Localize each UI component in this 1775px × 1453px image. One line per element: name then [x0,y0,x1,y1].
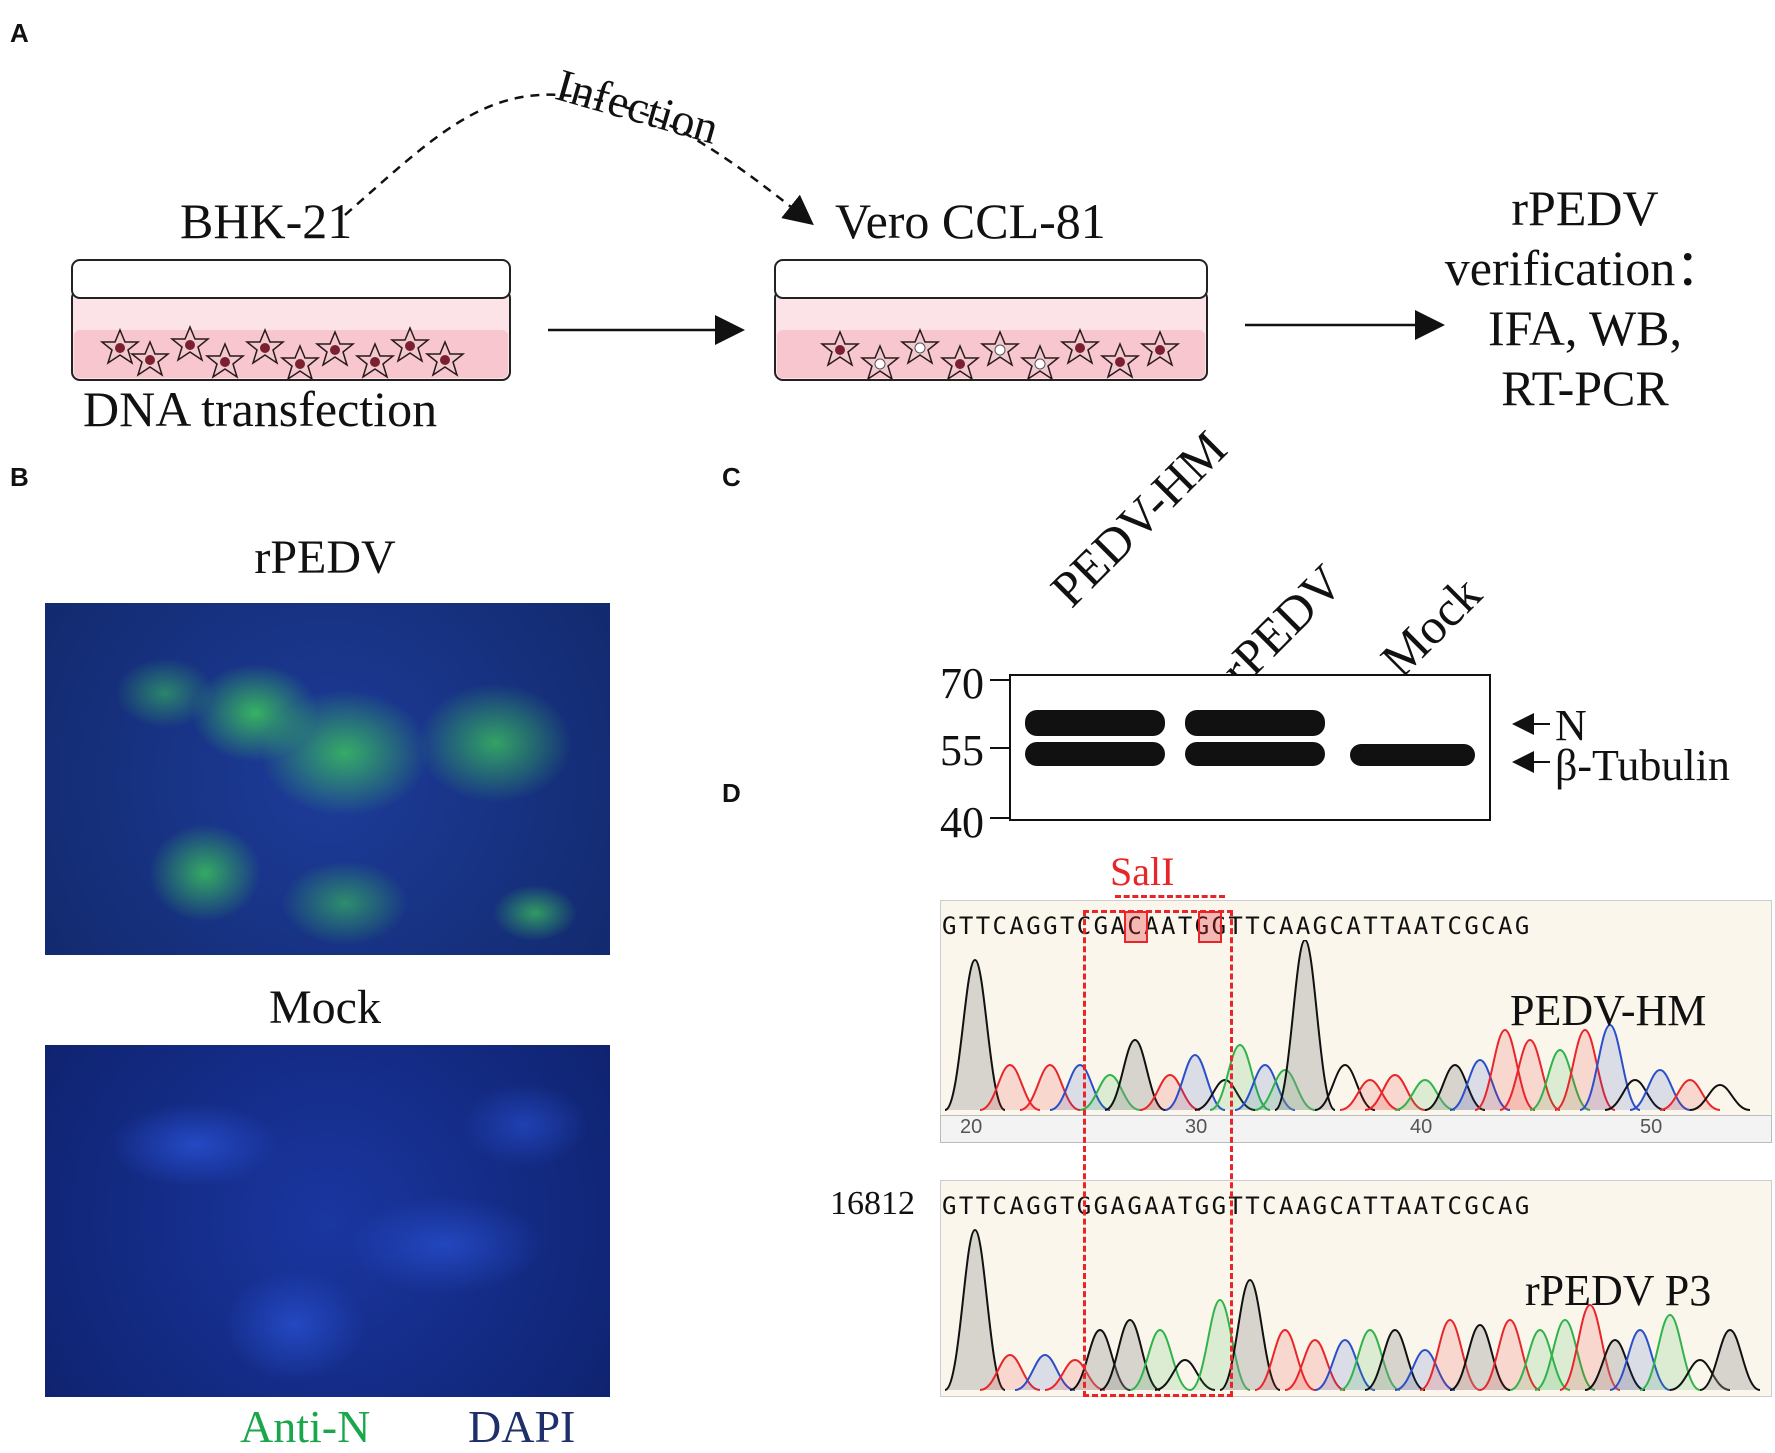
ruler-30: 30 [1185,1116,1208,1138]
sali-bracket [1115,895,1225,898]
band-label-n: N [1555,701,1587,750]
band-tubulin-pedv-hm [1025,742,1165,766]
legend-anti-n: Anti-N [240,1401,371,1452]
infection-arrow [344,93,814,226]
panel-label-c: C [722,462,741,492]
ifa-image-rpedv [45,603,610,955]
culture-dish-2 [774,259,1208,381]
panel-label-a: A [10,18,29,48]
verification-line-3: IFA, WB, [1488,300,1682,356]
culture-dish-1 [71,259,511,381]
chromatogram-trace-top [944,940,1751,1111]
ruler [940,1115,1772,1143]
chromatogram-trace-bottom [944,1228,1761,1391]
workflow-diagram [71,93,1445,381]
panel-label-d: D [722,778,741,808]
sali-label: SalI [1110,849,1175,894]
verification-line-2: verification： [1444,240,1726,296]
seq-label-rpedv-p3: rPEDV P3 [1525,1266,1712,1315]
mw-marker-70: 70 [940,659,984,708]
sali-region-box [1083,910,1233,1397]
dna-transfection-label: DNA transfection [83,381,438,437]
mw-marker-55: 55 [940,726,984,775]
sequence-top: GTTCAGGTCGACAATGGTTCAAGCATTAATCGCAG [942,912,1532,940]
vero-label: Vero CCL-81 [835,193,1106,249]
ifa-image-mock [45,1045,610,1397]
band-tubulin-mock [1350,744,1475,766]
band-n-rpedv [1185,710,1325,736]
band-arrows [1512,713,1550,773]
sequence-bottom: GTTCAGGTGGAGAATGGTTCAAGCATTAATCGCAG [942,1192,1532,1220]
band-tubulin-rpedv [1185,742,1325,766]
western-blot [990,674,1491,821]
ifa-title-rpedv: rPEDV [254,531,396,584]
bhk21-label: BHK-21 [180,193,353,249]
band-label-tubulin: β-Tubulin [1555,741,1730,790]
mw-marker-40: 40 [940,798,984,847]
mutation-box-1 [1124,911,1148,943]
seq-position: 16812 [830,1185,915,1222]
band-n-pedv-hm [1025,710,1165,736]
panel-label-b: B [10,462,29,492]
ruler-50: 50 [1640,1116,1663,1138]
ruler-20: 20 [960,1116,983,1138]
verification-line-1: rPEDV [1511,180,1659,236]
ruler-40: 40 [1410,1116,1433,1138]
ifa-title-mock: Mock [269,981,381,1034]
seq-label-pedv-hm: PEDV-HM [1510,986,1707,1035]
verification-text: rPEDV verification： IFA, WB, RT-PCR [1400,178,1770,418]
legend-dapi: DAPI [468,1401,576,1452]
verification-line-4: RT-PCR [1501,360,1669,416]
